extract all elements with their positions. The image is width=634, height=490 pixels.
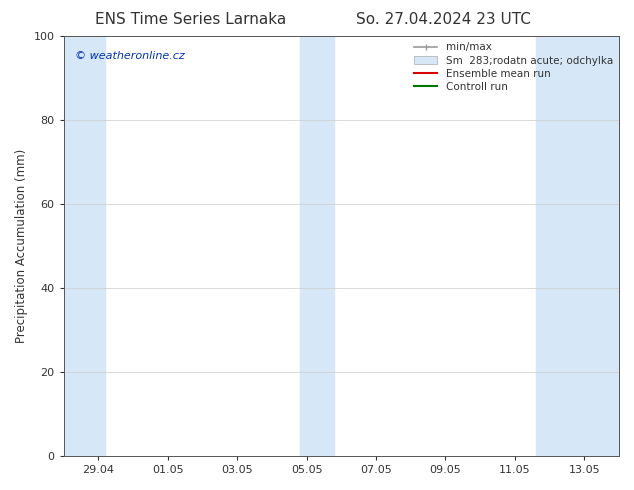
Y-axis label: Precipitation Accumulation (mm): Precipitation Accumulation (mm) <box>15 149 28 343</box>
Text: So. 27.04.2024 23 UTC: So. 27.04.2024 23 UTC <box>356 12 531 27</box>
Text: ENS Time Series Larnaka: ENS Time Series Larnaka <box>94 12 286 27</box>
Bar <box>536 36 619 456</box>
Text: © weatheronline.cz: © weatheronline.cz <box>75 51 184 61</box>
Bar <box>300 36 334 456</box>
Legend: min/max, Sm  283;rodatn acute; odchylka, Ensemble mean run, Controll run: min/max, Sm 283;rodatn acute; odchylka, … <box>410 38 617 96</box>
Bar <box>63 36 105 456</box>
